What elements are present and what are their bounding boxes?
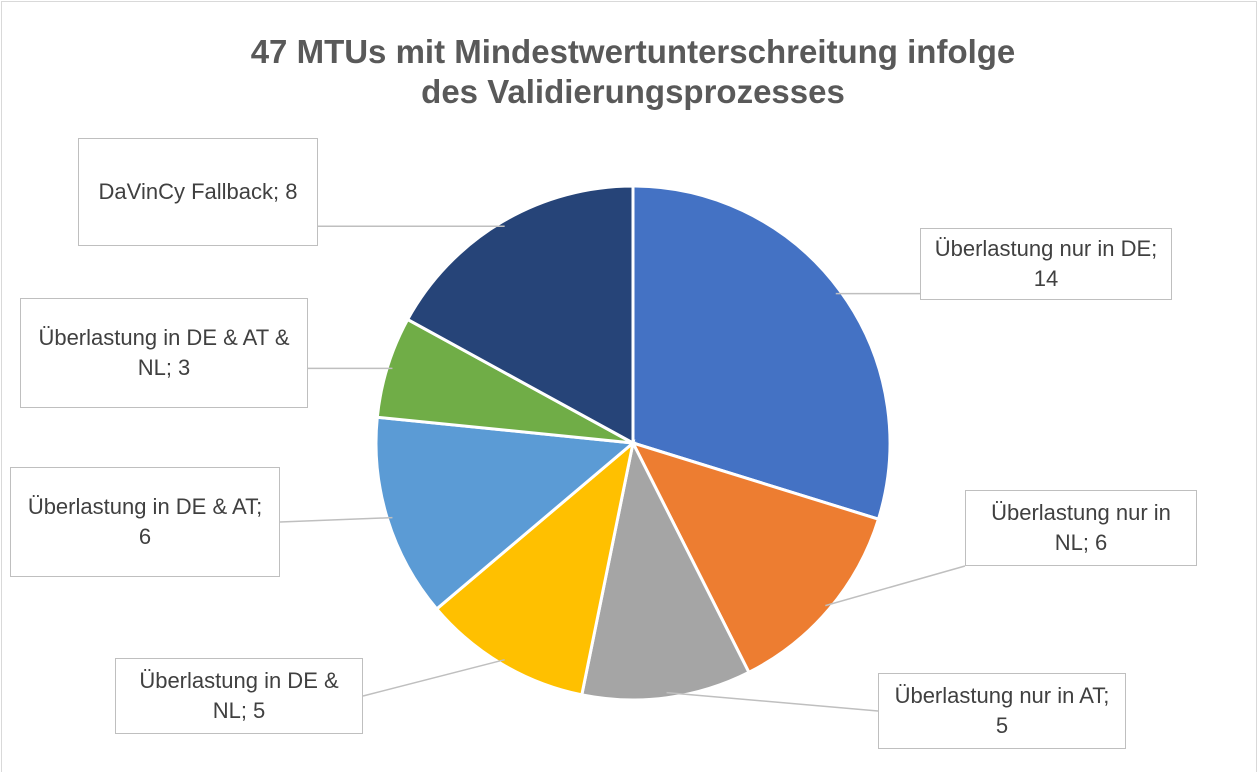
pie-slice xyxy=(631,184,892,522)
data-label: Überlastung nur in NL; 6 xyxy=(965,490,1197,566)
data-label: DaVinCy Fallback; 8 xyxy=(78,138,318,246)
pie-slice xyxy=(374,415,637,612)
chart-title: 47 MTUs mit Mindestwertunterschreitung i… xyxy=(250,33,1016,110)
pie-slice xyxy=(630,440,881,675)
leader-line xyxy=(279,516,393,523)
data-label: Überlastung in DE & NL; 5 xyxy=(115,658,363,734)
pie-slice xyxy=(580,438,751,702)
data-label: Überlastung nur in DE; 14 xyxy=(920,228,1172,300)
leader-line xyxy=(362,658,505,697)
pie-slice xyxy=(434,439,636,697)
data-label: Überlastung in DE & AT; 6 xyxy=(10,467,280,577)
pie-slice xyxy=(405,184,635,446)
leader-line xyxy=(666,691,879,712)
leader-line xyxy=(825,565,966,607)
data-label: Überlastung nur in AT; 5 xyxy=(878,673,1126,749)
data-label: Überlastung in DE & AT & NL; 3 xyxy=(20,298,308,408)
